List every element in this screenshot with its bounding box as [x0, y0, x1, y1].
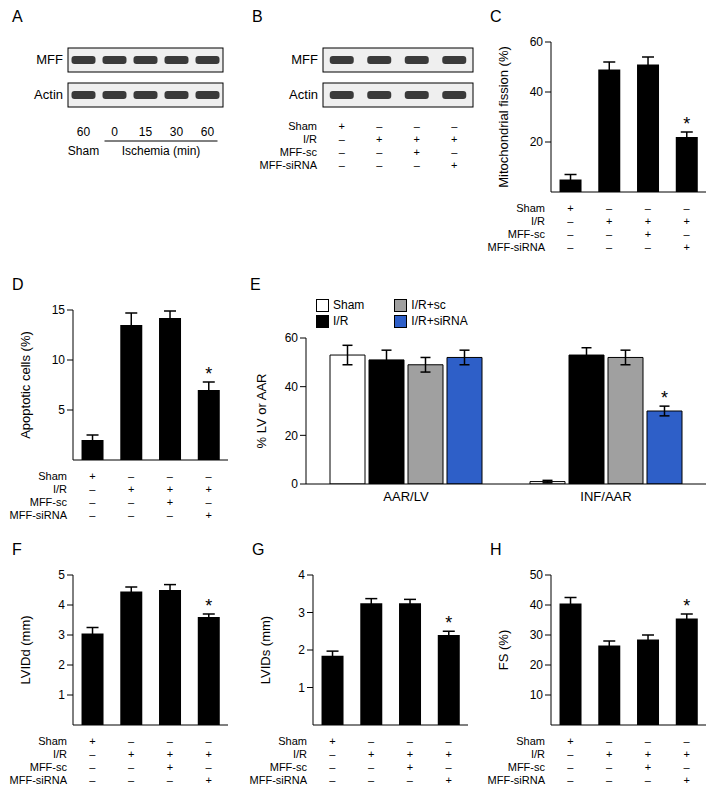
html-text:G: G — [252, 541, 265, 558]
svg-text:60: 60 — [77, 125, 91, 139]
html-text:MFF-siRNA: MFF-siRNA — [487, 774, 545, 786]
svg-text:10: 10 — [530, 688, 544, 702]
svg-text:Mitochondrial fission (%): Mitochondrial fission (%) — [496, 46, 511, 188]
html-text:A: A — [12, 8, 23, 25]
svg-text:*: * — [205, 596, 212, 616]
html-text:Sham: Sham — [278, 735, 307, 747]
svg-text:5: 5 — [58, 568, 65, 582]
svg-text:3: 3 — [298, 606, 305, 620]
html-text:I/R: I/R — [52, 483, 67, 495]
html-text:MFF-siRNA: MFF-siRNA — [249, 774, 307, 786]
svg-text:Actin: Actin — [289, 87, 318, 102]
svg-text:Sham: Sham — [68, 144, 99, 158]
svg-text:0: 0 — [111, 125, 118, 139]
svg-text:15: 15 — [139, 125, 153, 139]
svg-text:*: * — [661, 388, 668, 408]
svg-text:Apoptotic cells (%): Apoptotic cells (%) — [18, 331, 33, 439]
svg-text:4: 4 — [298, 568, 305, 582]
html-text:I/R: I/R — [530, 215, 545, 227]
html-text:MFF-sc: MFF-sc — [507, 761, 545, 773]
html-text:MFF-sc: MFF-sc — [279, 146, 317, 158]
svg-text:5: 5 — [58, 403, 65, 417]
html-text:I/R: I/R — [530, 748, 545, 760]
svg-text:30: 30 — [170, 125, 184, 139]
svg-text:3: 3 — [58, 628, 65, 642]
svg-text:MFF: MFF — [291, 52, 318, 67]
svg-text:2: 2 — [58, 658, 65, 672]
html-text:MFF-siRNA: MFF-siRNA — [487, 241, 545, 253]
svg-text:15: 15 — [52, 303, 66, 317]
svg-text:*: * — [683, 596, 690, 616]
svg-text:20: 20 — [530, 658, 544, 672]
html-text:Sham: Sham — [516, 735, 545, 747]
svg-text:*: * — [445, 613, 452, 633]
svg-text:LVIDs (mm): LVIDs (mm) — [258, 616, 273, 684]
html-text:MFF-siRNA: MFF-siRNA — [259, 159, 317, 171]
svg-text:60: 60 — [285, 331, 299, 345]
html-text:Sham: Sham — [38, 735, 67, 747]
svg-text:1: 1 — [298, 681, 305, 695]
html-text:I/R+sc: I/R+sc — [411, 298, 446, 312]
svg-text:*: * — [683, 114, 690, 134]
svg-text:30: 30 — [530, 628, 544, 642]
svg-text:20: 20 — [530, 135, 544, 149]
html-text:H: H — [490, 541, 502, 558]
svg-text:INF/AAR: INF/AAR — [580, 489, 631, 504]
svg-text:LVIDd (mm): LVIDd (mm) — [18, 615, 33, 684]
html-text:Sham: Sham — [333, 298, 365, 312]
html-text:I/R: I/R — [333, 314, 349, 328]
svg-text:60: 60 — [201, 125, 215, 139]
svg-text:AAR/LV: AAR/LV — [383, 489, 429, 504]
html-text:I/R+siRNA: I/R+siRNA — [411, 314, 468, 328]
svg-text:Ischemia (min): Ischemia (min) — [122, 144, 201, 158]
html-text:I/R: I/R — [302, 133, 317, 145]
svg-text:50: 50 — [530, 568, 544, 582]
svg-text:0: 0 — [291, 477, 298, 491]
html-text:Sham: Sham — [288, 120, 317, 132]
svg-text:1: 1 — [58, 688, 65, 702]
svg-text:MFF: MFF — [36, 52, 63, 67]
html-text:MFF-sc: MFF-sc — [29, 496, 67, 508]
html-text:Sham: Sham — [38, 470, 67, 482]
svg-text:40: 40 — [285, 380, 299, 394]
html-text:MFF-sc: MFF-sc — [507, 228, 545, 240]
html-text:MFF-sc: MFF-sc — [29, 761, 67, 773]
html-text:I/R: I/R — [292, 748, 307, 760]
svg-text:FS (%): FS (%) — [496, 630, 511, 670]
svg-text:20: 20 — [285, 429, 299, 443]
svg-text:60: 60 — [530, 35, 544, 49]
html-text:F: F — [12, 541, 22, 558]
svg-text:2: 2 — [298, 643, 305, 657]
svg-text:10: 10 — [52, 353, 66, 367]
html-text:C: C — [490, 8, 502, 25]
html-text:MFF-siRNA: MFF-siRNA — [9, 774, 67, 786]
html-text:Sham: Sham — [516, 202, 545, 214]
svg-text:Actin: Actin — [34, 87, 63, 102]
html-text:MFF-sc: MFF-sc — [269, 761, 307, 773]
html-text:D: D — [12, 276, 24, 293]
html-text:I/R: I/R — [52, 748, 67, 760]
html-text:MFF-siRNA: MFF-siRNA — [9, 509, 67, 521]
svg-text:*: * — [205, 364, 212, 384]
html-text:B: B — [252, 8, 263, 25]
svg-text:40: 40 — [530, 85, 544, 99]
svg-text:4: 4 — [58, 598, 65, 612]
svg-text:40: 40 — [530, 598, 544, 612]
svg-text:% LV or AAR: % LV or AAR — [254, 374, 269, 449]
html-text:E: E — [250, 276, 261, 293]
